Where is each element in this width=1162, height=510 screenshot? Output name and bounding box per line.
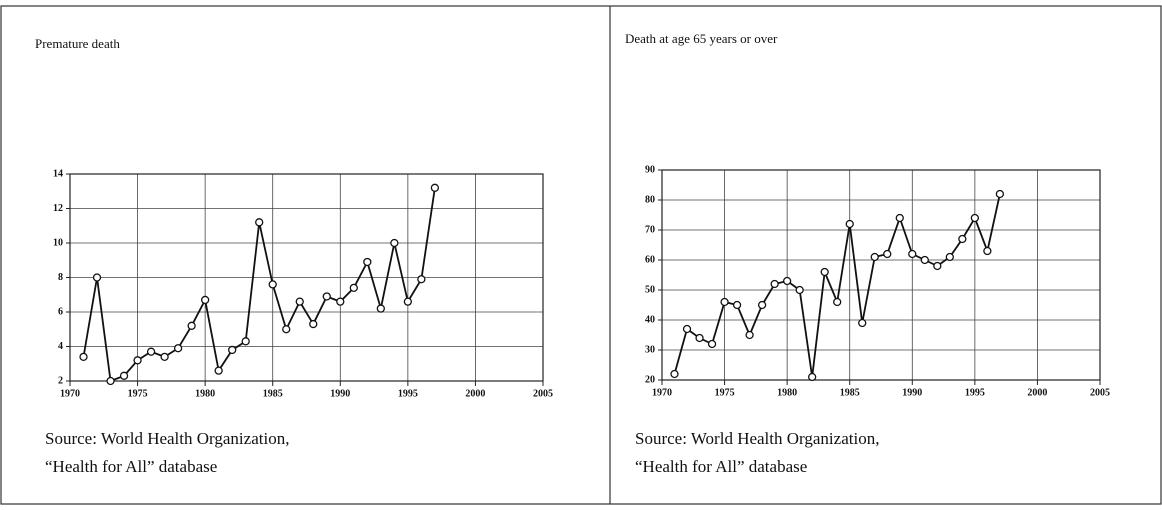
data-point xyxy=(933,261,942,271)
data-point xyxy=(707,339,717,349)
data-point xyxy=(682,324,692,334)
data-point xyxy=(79,352,88,362)
x-tick-label: 1985 xyxy=(840,387,860,398)
data-point xyxy=(695,333,704,343)
data-point xyxy=(282,325,291,334)
data-point xyxy=(363,257,372,267)
x-tick-label: 1970 xyxy=(60,388,80,399)
data-point xyxy=(858,318,867,328)
data-point xyxy=(795,285,804,295)
data-point xyxy=(720,297,729,307)
y-tick-label: 6 xyxy=(58,306,63,317)
data-point xyxy=(268,280,277,289)
y-tick-label: 30 xyxy=(645,344,655,355)
data-point xyxy=(883,249,892,259)
source-note: “Health for All” database xyxy=(635,457,807,476)
data-point xyxy=(995,189,1005,199)
plot-frame xyxy=(661,169,1101,381)
y-tick-label: 10 xyxy=(53,237,63,248)
data-point xyxy=(228,345,237,355)
y-tick-label: 40 xyxy=(645,314,655,325)
y-tick-label: 80 xyxy=(645,194,655,205)
data-point xyxy=(336,297,345,306)
x-tick-label: 2000 xyxy=(465,388,485,399)
x-tick-label: 1990 xyxy=(330,388,350,399)
data-point xyxy=(757,300,767,310)
data-point xyxy=(133,356,142,365)
data-point xyxy=(376,304,385,313)
data-point xyxy=(845,219,854,229)
x-tick-label: 1980 xyxy=(777,387,797,398)
y-tick-label: 8 xyxy=(58,272,63,283)
y-tick-label: 12 xyxy=(53,203,63,214)
data-point xyxy=(200,295,210,305)
data-point xyxy=(920,255,929,265)
x-tick-label: 2005 xyxy=(1090,387,1110,398)
x-tick-label: 2000 xyxy=(1027,387,1047,398)
y-tick-label: 14 xyxy=(53,168,63,179)
plot-frame xyxy=(69,173,544,382)
data-point xyxy=(160,352,169,362)
chart-title: Premature death xyxy=(35,36,120,51)
source-note: Source: World Health Organization, xyxy=(45,429,289,448)
data-point xyxy=(403,297,413,306)
y-tick-label: 20 xyxy=(645,374,655,385)
data-point xyxy=(173,344,183,353)
chart-title: Death at age 65 years or over xyxy=(625,31,778,46)
data-point xyxy=(295,297,304,306)
data-point xyxy=(349,283,358,293)
frame xyxy=(0,5,1162,505)
data-point xyxy=(770,279,779,289)
data-point xyxy=(782,276,792,286)
data-point xyxy=(309,319,318,329)
x-tick-label: 1975 xyxy=(128,388,148,399)
x-tick-label: 1990 xyxy=(902,387,922,398)
data-point xyxy=(870,252,879,262)
data-point xyxy=(820,267,829,277)
data-point xyxy=(908,249,917,259)
data-point xyxy=(146,347,156,356)
data-point xyxy=(745,330,754,340)
x-tick-label: 1975 xyxy=(715,387,735,398)
data-point xyxy=(430,183,440,192)
data-point xyxy=(92,273,102,282)
x-tick-label: 1995 xyxy=(965,387,985,398)
y-tick-label: 90 xyxy=(645,164,655,175)
data-point xyxy=(970,213,980,223)
x-tick-label: 1970 xyxy=(652,387,672,398)
data-point xyxy=(119,371,129,380)
data-point xyxy=(417,275,426,284)
data-point xyxy=(214,366,223,375)
data-point xyxy=(808,372,817,382)
data-point xyxy=(390,238,399,248)
source-note: Source: World Health Organization, xyxy=(635,429,879,448)
data-point xyxy=(255,218,264,227)
source-note: “Health for All” database xyxy=(45,457,217,476)
data-point xyxy=(670,369,679,379)
data-point xyxy=(945,252,954,262)
data-point xyxy=(983,246,992,256)
data-point xyxy=(732,300,742,310)
x-tick-label: 1995 xyxy=(398,388,418,399)
y-tick-label: 70 xyxy=(645,224,655,235)
y-tick-label: 2 xyxy=(58,375,63,386)
data-point xyxy=(187,321,196,330)
data-point xyxy=(322,292,331,301)
data-line xyxy=(673,193,1001,378)
x-tick-label: 2005 xyxy=(533,388,553,399)
x-tick-label: 1980 xyxy=(195,388,215,399)
data-point xyxy=(958,234,967,244)
y-tick-label: 50 xyxy=(645,284,655,295)
data-point xyxy=(106,376,115,386)
data-point xyxy=(241,337,250,346)
y-tick-label: 60 xyxy=(645,254,655,265)
data-point xyxy=(833,297,842,307)
data-point xyxy=(895,213,904,223)
y-tick-label: 4 xyxy=(58,341,63,352)
data-line xyxy=(82,187,436,383)
x-tick-label: 1985 xyxy=(263,388,283,399)
